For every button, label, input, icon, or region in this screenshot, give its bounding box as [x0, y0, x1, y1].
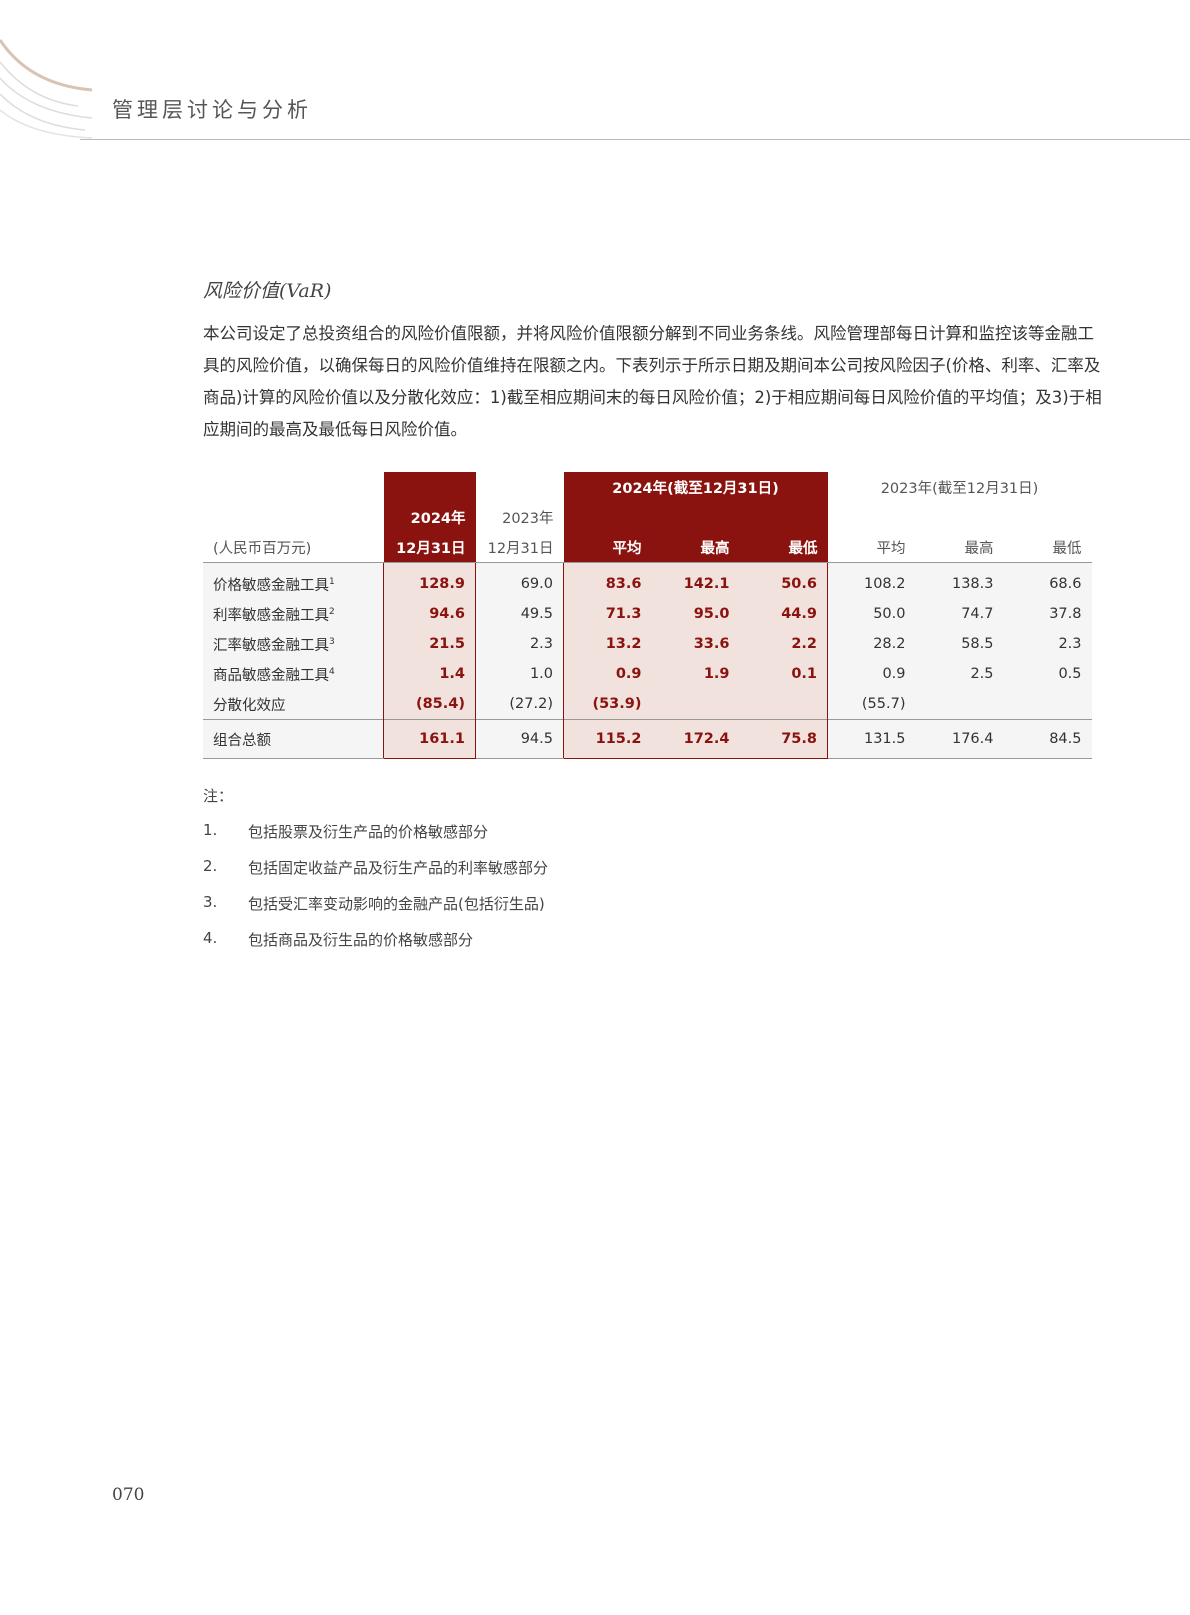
cell-value: 69.0	[475, 562, 564, 599]
note-item: 2. 包括固定收益产品及衍生产品的利率敏感部分	[203, 857, 548, 878]
col1-year: 2024年	[383, 502, 476, 532]
cell-value: 2.3	[1003, 629, 1092, 659]
cell-value: 176.4	[915, 719, 1004, 759]
cell-value: 28.2	[827, 629, 916, 659]
note-text: 包括受汇率变动影响的金融产品(包括衍生品)	[248, 895, 545, 913]
cell-value: 161.1	[383, 719, 476, 759]
notes-title: 注：	[203, 787, 234, 805]
cell-value: 49.5	[475, 599, 564, 629]
table-row: 价格敏感金融工具1 128.9 69.0 83.6 142.1 50.6 108.2 138.…	[203, 562, 1092, 599]
avg-2024: 平均	[563, 532, 652, 563]
note-number: 2.	[203, 857, 218, 875]
cell-value: 95.0	[651, 599, 740, 629]
note-item: 4. 包括商品及衍生品的价格敏感部分	[203, 929, 548, 950]
note-text: 包括固定收益产品及衍生产品的利率敏感部分	[248, 859, 549, 877]
cell-value: 84.5	[1003, 719, 1092, 759]
cell-value: 33.6	[651, 629, 740, 659]
cell-value: (85.4)	[383, 689, 476, 720]
max-2023: 最高	[915, 532, 1004, 563]
cell-value: 21.5	[383, 629, 476, 659]
note-text: 包括商品及衍生品的价格敏感部分	[248, 931, 474, 949]
cell-value: 58.5	[915, 629, 1004, 659]
group-2024-header: 2024年(截至12月31日)	[563, 472, 828, 502]
table-row: 利率敏感金融工具2 94.6 49.5 71.3 95.0 44.9 50.0 74.7 37.…	[203, 599, 1092, 629]
cell-value: (55.7)	[827, 689, 916, 720]
group-2023-header: 2023年(截至12月31日)	[880, 480, 1039, 497]
row-label: 商品敏感金融工具4	[203, 659, 384, 689]
cell-value: 131.5	[827, 719, 916, 759]
cell-value: 2.3	[475, 629, 564, 659]
total-row: 组合总额 161.1 94.5 115.2 172.4 75.8 131.5 176.4 84.…	[203, 719, 1092, 759]
cell-value: 172.4	[651, 719, 740, 759]
cell-value: 94.6	[383, 599, 476, 629]
row-label: 价格敏感金融工具1	[203, 562, 384, 599]
row-label: 分散化效应	[203, 689, 384, 720]
col2-date: 12月31日	[475, 532, 564, 563]
row-label: 利率敏感金融工具2	[203, 599, 384, 629]
section-header: 管理层讨论与分析	[112, 98, 312, 122]
cell-value: 44.9	[739, 599, 828, 629]
intro-paragraph: 本公司设定了总投资组合的风险价值限额，并将风险价值限额分解到不同业务条线。风险管…	[203, 324, 1102, 439]
cell-value: 1.0	[475, 659, 564, 689]
cell-value: (53.9)	[563, 689, 652, 720]
cell-value: 0.5	[1003, 659, 1092, 689]
cell-value: 0.9	[563, 659, 652, 689]
cell-value: (27.2)	[475, 689, 564, 720]
cell-value: 75.8	[739, 719, 828, 759]
min-2023: 最低	[1003, 532, 1092, 563]
note-number: 4.	[203, 929, 218, 947]
avg-2023: 平均	[827, 532, 916, 563]
note-item: 1. 包括股票及衍生产品的价格敏感部分	[203, 821, 548, 842]
cell-value: 2.5	[915, 659, 1004, 689]
cell-value: 1.4	[383, 659, 476, 689]
cell-value: 50.0	[827, 599, 916, 629]
row-label: 汇率敏感金融工具3	[203, 629, 384, 659]
note-number: 1.	[203, 821, 218, 839]
cell-value: 1.9	[651, 659, 740, 689]
cell-value: 115.2	[563, 719, 652, 759]
decorative-arcs	[0, 39, 93, 139]
note-item: 3. 包括受汇率变动影响的金融产品(包括衍生品)	[203, 893, 548, 914]
cell-value: 2.2	[739, 629, 828, 659]
table-row: 商品敏感金融工具4 1.4 1.0 0.9 1.9 0.1 0.9 2.5 0.5	[203, 659, 1092, 689]
page-number: 070	[112, 1485, 145, 1505]
cell-value: 94.5	[475, 719, 564, 759]
row-label: 组合总额	[203, 719, 384, 759]
cell-value	[739, 689, 828, 720]
notes: 注： 1. 包括股票及衍生产品的价格敏感部分 2. 包括固定收益产品及衍生产品的利率敏…	[203, 785, 548, 950]
cell-value: 138.3	[915, 562, 1004, 599]
section-title: 风险价值(VaR)	[203, 280, 332, 302]
unit-label: (人民币百万元)	[203, 532, 384, 563]
cell-value: 37.8	[1003, 599, 1092, 629]
header-divider	[80, 139, 1190, 140]
col1-date: 12月31日	[383, 532, 476, 563]
cell-value: 50.6	[739, 562, 828, 599]
cell-value: 13.2	[563, 629, 652, 659]
table-row: 分散化效应 (85.4) (27.2) (53.9) (55.7)	[203, 689, 1092, 720]
cell-value	[651, 689, 740, 720]
cell-value: 108.2	[827, 562, 916, 599]
note-number: 3.	[203, 893, 218, 911]
cell-value	[1003, 689, 1092, 720]
col2-year: 2023年	[502, 510, 554, 527]
cell-value: 71.3	[563, 599, 652, 629]
cell-value: 68.6	[1003, 562, 1092, 599]
note-text: 包括股票及衍生产品的价格敏感部分	[248, 823, 489, 841]
cell-value: 0.1	[739, 659, 828, 689]
cell-value: 74.7	[915, 599, 1004, 629]
cell-value: 128.9	[383, 562, 476, 599]
cell-value: 142.1	[651, 562, 740, 599]
cell-value: 83.6	[563, 562, 652, 599]
min-2024: 最低	[739, 532, 828, 563]
max-2024: 最高	[651, 532, 740, 563]
var-table: 2024年(截至12月31日) 2023年(截至12月31日) 2024年 20…	[203, 472, 1092, 759]
cell-value	[915, 689, 1004, 720]
cell-value: 0.9	[827, 659, 916, 689]
table-row: 汇率敏感金融工具3 21.5 2.3 13.2 33.6 2.2 28.2 58.5 2.3	[203, 629, 1092, 659]
